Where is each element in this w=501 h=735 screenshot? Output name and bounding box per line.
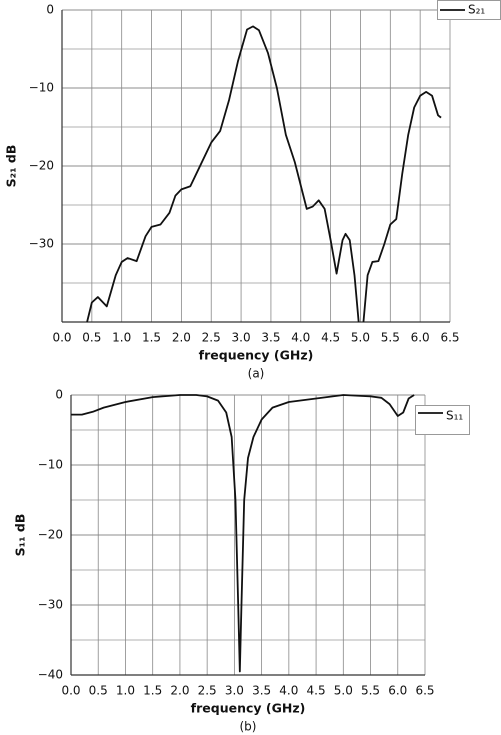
- y-tick-label: −10: [29, 81, 54, 95]
- y-tick-label: −40: [38, 668, 63, 682]
- x-tick-label: 0.5: [89, 684, 108, 698]
- x-tick-label: 0.0: [52, 331, 71, 345]
- y-tick-label: −30: [38, 598, 63, 612]
- x-tick-label: 1.0: [116, 684, 135, 698]
- x-axis-title: frequency (GHz): [191, 701, 306, 716]
- caption: (a): [248, 367, 265, 381]
- y-tick-label: −30: [29, 237, 54, 251]
- x-tick-label: 5.5: [381, 331, 400, 345]
- x-axis-title: frequency (GHz): [199, 348, 314, 363]
- x-tick-label: 4.5: [307, 684, 326, 698]
- x-tick-label: 0.5: [82, 331, 101, 345]
- x-tick-label: 1.5: [142, 331, 161, 345]
- data-line: [71, 394, 415, 673]
- x-tick-label: 2.0: [172, 331, 191, 345]
- x-tick-label: 3.0: [232, 331, 251, 345]
- x-tick-label: 6.5: [440, 331, 459, 345]
- y-tick-label: −20: [29, 159, 54, 173]
- y-tick-label: −10: [38, 458, 63, 472]
- legend-label: S₁₁: [446, 409, 463, 423]
- x-tick-label: 6.0: [388, 684, 407, 698]
- x-tick-label: 1.0: [112, 331, 131, 345]
- x-tick-label: 4.0: [279, 684, 298, 698]
- y-axis-title: S₂₁ dB: [4, 145, 19, 188]
- caption: (b): [240, 720, 257, 734]
- data-line: [86, 25, 442, 323]
- x-tick-label: 4.5: [321, 331, 340, 345]
- x-tick-label: 2.5: [198, 684, 217, 698]
- legend-label: S₂₁: [468, 3, 485, 17]
- x-tick-label: 3.5: [252, 684, 271, 698]
- x-tick-label: 2.0: [170, 684, 189, 698]
- x-tick-label: 6.5: [415, 684, 434, 698]
- x-tick-label: 2.5: [202, 331, 221, 345]
- y-tick-label: 0: [46, 3, 54, 17]
- x-tick-label: 1.5: [143, 684, 162, 698]
- x-tick-label: 5.0: [351, 331, 370, 345]
- x-tick-label: 3.0: [225, 684, 244, 698]
- y-axis-title: S₁₁ dB: [13, 514, 28, 557]
- y-tick-label: 0: [55, 388, 63, 402]
- x-tick-label: 4.0: [291, 331, 310, 345]
- x-tick-label: 6.0: [411, 331, 430, 345]
- x-tick-label: 5.0: [334, 684, 353, 698]
- x-tick-label: 3.5: [261, 331, 280, 345]
- x-tick-label: 5.5: [361, 684, 380, 698]
- x-tick-label: 0.0: [61, 684, 80, 698]
- legend-box: [415, 405, 470, 435]
- y-tick-label: −20: [38, 528, 63, 542]
